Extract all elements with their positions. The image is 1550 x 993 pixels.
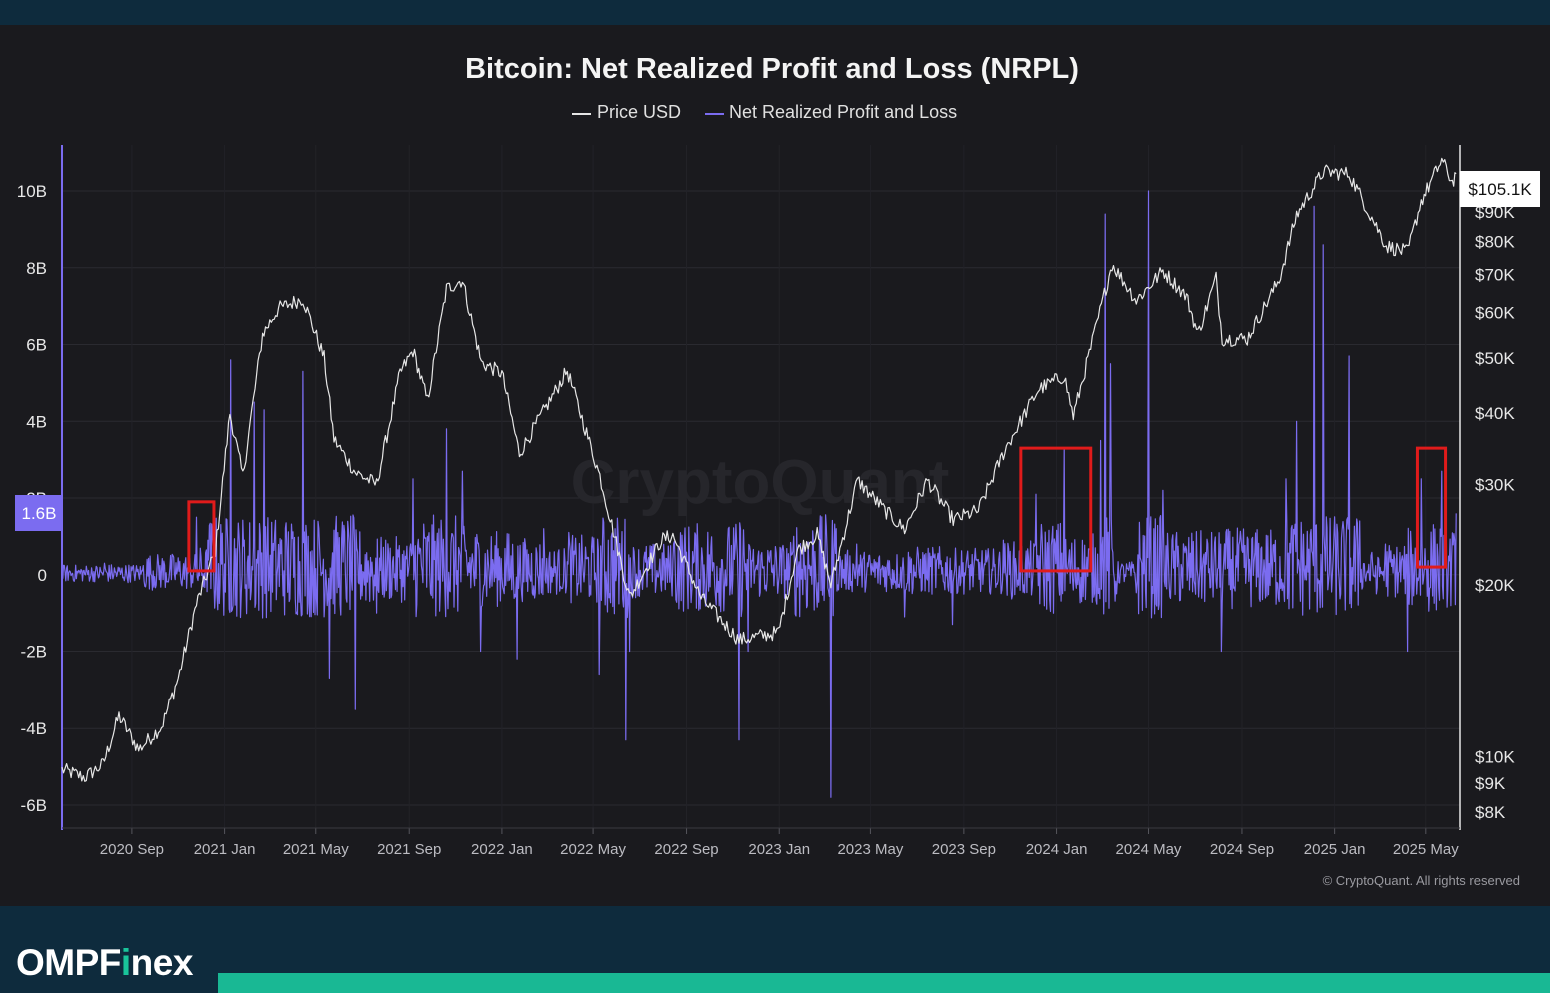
chart-panel: CryptoQuant Bitcoin: Net Realized Profit… <box>0 25 1550 906</box>
x-tick-label: 2022 May <box>560 841 626 858</box>
brand-prefix: OMPF <box>16 942 121 983</box>
x-tick-label: 2024 Sep <box>1210 841 1274 858</box>
accent-strip <box>218 973 1550 993</box>
x-tick-label: 2025 Jan <box>1304 841 1366 858</box>
x-tick-label: 2022 Jan <box>471 841 533 858</box>
x-tick-label: 2021 May <box>283 841 349 858</box>
left-tick-label: 0 <box>38 566 47 585</box>
highlight-boxes <box>187 446 1448 573</box>
x-tick-label: 2022 Sep <box>654 841 718 858</box>
current-price-badge-bg <box>1460 171 1540 207</box>
right-tick-label: $90K <box>1475 203 1515 222</box>
left-tick-label: 10B <box>17 182 47 201</box>
current-nrpl-badge-label: 1.6B <box>22 504 57 523</box>
footer-bar: OMPFinex <box>0 906 1550 993</box>
legend-nrpl-label: Net Realized Profit and Loss <box>729 102 957 122</box>
current-price-badge: $105.1K <box>1460 171 1540 207</box>
right-axis-ticks: $100K$90K$80K$70K$60K$50K$40K$30K$20K$10… <box>1475 177 1525 822</box>
x-tick-label: 2021 Jan <box>194 841 256 858</box>
legend-price-label: Price USD <box>597 102 681 122</box>
current-nrpl-badge: 1.6B <box>15 495 63 531</box>
right-tick-label: $60K <box>1475 304 1515 323</box>
right-tick-label: $50K <box>1475 349 1515 368</box>
highlight-box <box>187 500 216 573</box>
series-price-line <box>61 157 1457 782</box>
x-tick-label: 2021 Sep <box>377 841 441 858</box>
brand-highlight: i <box>120 942 131 983</box>
x-tick-label: 2020 Sep <box>100 841 164 858</box>
highlight-box <box>1415 446 1448 569</box>
right-tick-label: $20K <box>1475 576 1515 595</box>
right-tick-label: $80K <box>1475 232 1515 251</box>
chart: CryptoQuant Bitcoin: Net Realized Profit… <box>15 53 1540 888</box>
left-tick-label: -2B <box>21 642 47 661</box>
x-tick-label: 2023 Jan <box>748 841 810 858</box>
watermark: CryptoQuant <box>571 448 950 517</box>
top-bar <box>0 0 1550 25</box>
x-tick-label: 2025 May <box>1393 841 1459 858</box>
x-tick-label: 2023 May <box>837 841 903 858</box>
left-tick-label: -6B <box>21 796 47 815</box>
right-tick-label: $9K <box>1475 774 1506 793</box>
right-tick-label: $30K <box>1475 475 1515 494</box>
left-tick-label: -4B <box>21 719 47 738</box>
current-price-badge-label: $105.1K <box>1468 180 1532 199</box>
right-tick-label: $40K <box>1475 404 1515 423</box>
right-tick-label: $8K <box>1475 803 1506 822</box>
left-tick-label: 4B <box>26 412 47 431</box>
brand-suffix: nex <box>130 942 194 983</box>
chart-title: Bitcoin: Net Realized Profit and Loss (N… <box>465 53 1079 85</box>
highlight-box <box>1019 446 1093 573</box>
left-tick-label: 6B <box>26 336 47 355</box>
x-tick-label: 2023 Sep <box>932 841 996 858</box>
left-tick-label: 8B <box>26 259 47 278</box>
current-nrpl-badge-bg <box>15 495 63 531</box>
x-tick-label: 2024 Jan <box>1026 841 1088 858</box>
series-nrpl-line <box>61 190 1457 798</box>
legend: Price USD Net Realized Profit and Loss <box>572 102 957 122</box>
right-tick-label: $70K <box>1475 265 1515 284</box>
brand-logo: OMPFinex <box>16 942 193 984</box>
x-tick-label: 2024 May <box>1116 841 1182 858</box>
x-axis-ticks: 2020 Sep 2021 Jan 2021 May 2021 Sep 2022 Jan… <box>100 828 1459 858</box>
copyright-text: © CryptoQuant. All rights reserved <box>1323 873 1520 888</box>
left-axis-ticks: 10B8B6B4B2B0-2B-4B-6B <box>17 182 47 815</box>
right-tick-label: $10K <box>1475 748 1515 767</box>
